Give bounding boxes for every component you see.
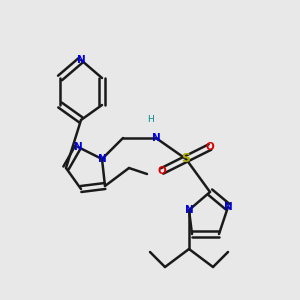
Text: N: N — [98, 154, 106, 164]
Text: N: N — [74, 142, 82, 152]
Text: H: H — [147, 116, 153, 124]
Text: N: N — [184, 205, 194, 215]
Text: N: N — [152, 133, 160, 143]
Text: S: S — [182, 152, 190, 166]
Text: N: N — [224, 202, 232, 212]
Text: O: O — [158, 166, 166, 176]
Text: O: O — [206, 142, 214, 152]
Text: N: N — [76, 55, 85, 65]
